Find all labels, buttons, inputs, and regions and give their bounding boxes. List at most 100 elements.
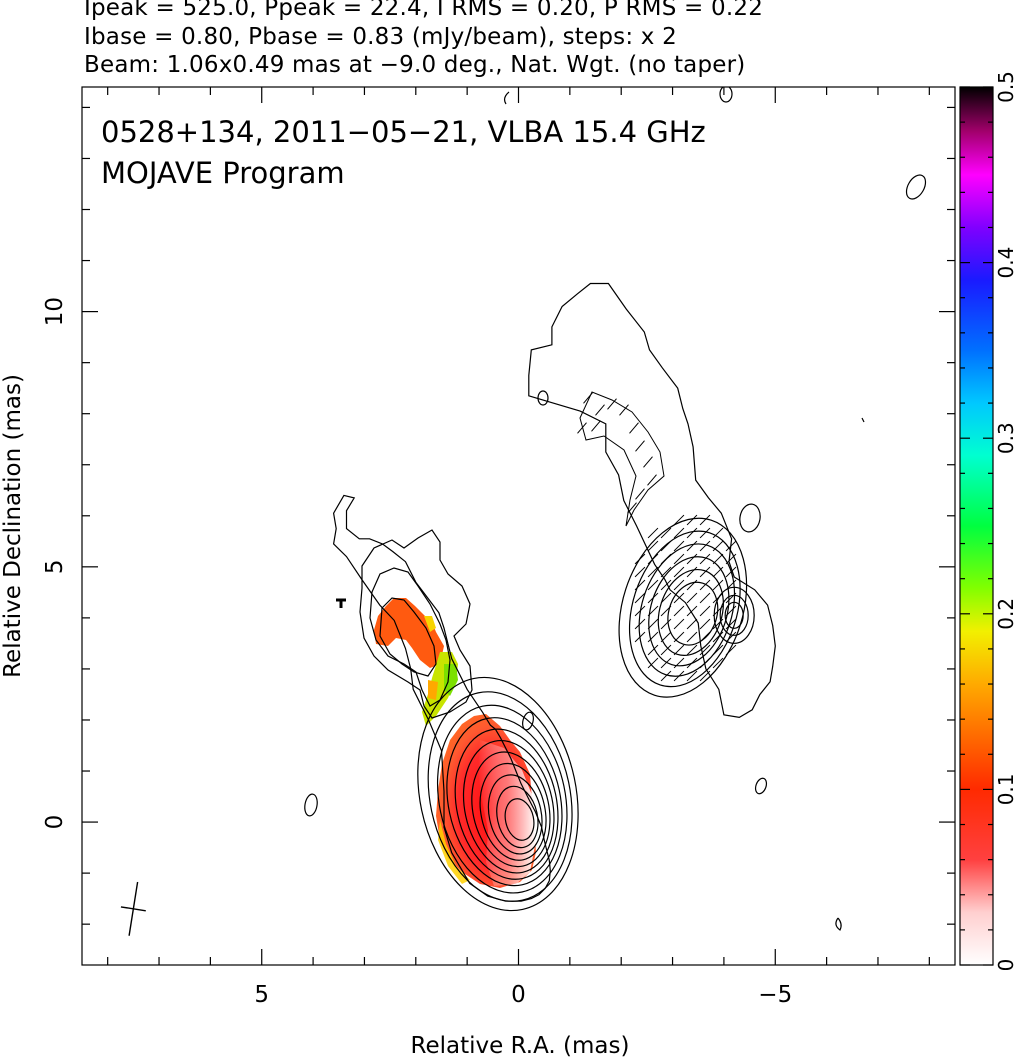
contour-pol-arc: [579, 391, 665, 527]
evpa-tick: [647, 618, 659, 630]
evpa-tick: [686, 579, 698, 591]
contour-island: [754, 777, 768, 795]
evpa-tick: [673, 605, 685, 617]
evpa-tick: [686, 657, 698, 669]
evpa-tick: [647, 553, 659, 565]
x-axis-label: Relative R.A. (mas): [411, 1033, 630, 1059]
evpa-tick: [725, 579, 737, 591]
evpa-tick: [686, 631, 698, 643]
pol-patch-bridge-orange: [428, 680, 438, 700]
evpa-tick: [712, 605, 724, 617]
evpa-tick: [660, 605, 672, 617]
contour-nw-level: [638, 543, 736, 677]
axis-tick-labels: 5 0 −5 0 5 10: [42, 297, 792, 1008]
evpa-tick: [660, 618, 672, 630]
evpa-tick: [699, 579, 711, 591]
pol-patch-knot: [374, 598, 444, 668]
evpa-tick: [660, 644, 672, 656]
evpa-tick: [673, 618, 685, 630]
contour-core-level: [417, 676, 579, 912]
evpa-tick: [699, 540, 711, 552]
contour-nw-level: [667, 581, 719, 646]
contour-core-level: [446, 717, 563, 887]
evpa-tick: [634, 579, 646, 591]
beam-minor-axis: [120, 906, 146, 912]
evpa-tick: [647, 605, 659, 617]
evpa-tick: [660, 592, 672, 604]
colorbar-tick-labels: 0 0.1 0.2 0.3 0.4 0.5: [994, 71, 1018, 971]
colorbar-tick-label: 0.3: [994, 422, 1018, 454]
evpa-tick: [712, 644, 724, 656]
evpa-tick: [699, 566, 711, 578]
chart-title: 0528+134, 2011−05−21, VLBA 15.4 GHz: [101, 115, 706, 149]
contour-island: [304, 793, 318, 817]
evpa-tick: [673, 540, 685, 552]
evpa-tick: [660, 553, 672, 565]
evpa-tick: [647, 579, 659, 591]
evpa-tick: [647, 644, 659, 656]
evpa-tick: [699, 514, 711, 526]
header-line-1: Ipeak = 525.0, Ppeak = 22.4, I RMS = 0.2…: [84, 0, 764, 21]
contour-jet-inner: [379, 597, 437, 677]
contour-island: [835, 917, 842, 931]
evpa-tick: [712, 527, 724, 539]
contour-core-level: [427, 691, 573, 902]
evpa-tick: [660, 657, 672, 669]
y-tick-label: 5: [42, 560, 68, 575]
evpa-tick: [725, 540, 737, 552]
evpa-tick: [686, 670, 698, 682]
evpa-tick: [699, 631, 711, 643]
contour-island: [522, 711, 534, 731]
y-tick-label: 10: [42, 297, 68, 326]
evpa-tick: [647, 540, 659, 552]
evpa-tick: [712, 579, 724, 591]
contour-island: [905, 174, 927, 200]
evpa-tick: [660, 579, 672, 591]
evpa-tick: [627, 502, 637, 514]
contour-core-level: [487, 774, 543, 855]
contour-nw-level: [628, 530, 741, 688]
evpa-tick: [699, 553, 711, 565]
evpa-tick: [725, 553, 737, 565]
evpa-ticks: [577, 391, 737, 682]
contour-island: [719, 87, 733, 103]
evpa-tick: [699, 605, 711, 617]
evpa-tick: [595, 404, 605, 416]
evpa-tick: [686, 540, 698, 552]
evpa-tick: [673, 527, 685, 539]
contour-core-level: [471, 751, 551, 868]
evpa-tick: [725, 566, 737, 578]
contour-core-level: [454, 728, 559, 880]
colorbar-tick-label: 0.4: [994, 247, 1018, 279]
x-tick-label: 0: [511, 982, 526, 1008]
evpa-tick: [647, 527, 659, 539]
evpa-tick: [686, 644, 698, 656]
evpa-tick: [725, 631, 737, 643]
evpa-tick: [699, 644, 711, 656]
contour-core-level: [504, 798, 535, 841]
evpa-tick: [619, 404, 629, 416]
contour-jet-inner: [359, 529, 473, 719]
evpa-tick: [634, 566, 646, 578]
evpa-tick: [673, 579, 685, 591]
pol-patch-knot-yellow: [424, 616, 436, 632]
evpa-tick: [647, 657, 659, 669]
evpa-tick: [647, 566, 659, 578]
intensity-contours: [332, 282, 776, 912]
contour-core-level: [496, 785, 539, 849]
evpa-tick: [673, 670, 685, 682]
evpa-tick: [712, 566, 724, 578]
colorbar-tick-label: 0.2: [994, 598, 1018, 630]
evpa-tick: [660, 566, 672, 578]
evpa-tick: [699, 657, 711, 669]
contour-nw-knot: [724, 601, 744, 629]
contour-jet-inner: [369, 567, 451, 707]
evpa-tick: [673, 553, 685, 565]
header-line-3: Beam: 1.06x0.49 mas at −9.0 deg., Nat. W…: [84, 52, 746, 78]
contour-core-level: [462, 739, 555, 874]
contour-core-level: [479, 762, 547, 861]
contour-islands: [304, 87, 927, 931]
evpa-tick: [725, 618, 737, 630]
evpa-tick: [725, 644, 737, 656]
